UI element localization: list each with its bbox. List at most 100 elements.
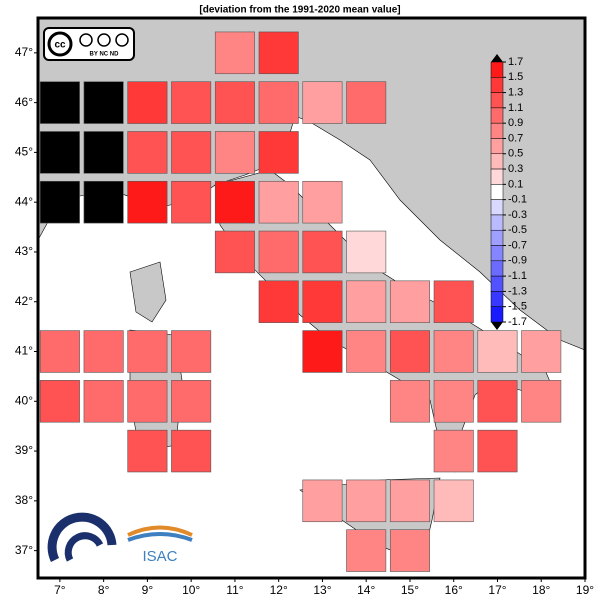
y-tick-label: 37° (15, 543, 33, 557)
frame (36, 16, 587, 580)
anomaly-cell (39, 330, 80, 373)
anomaly-cell (521, 380, 562, 423)
anomaly-cell (346, 280, 387, 323)
cnr-arc (47, 512, 117, 562)
colorbar-swatch (490, 184, 504, 200)
anomaly-cell (346, 81, 387, 124)
anomaly-cell (477, 380, 518, 423)
cc-terms: BY NC ND (90, 52, 120, 58)
anomaly-cell (346, 529, 387, 572)
colorbar-arrow (491, 322, 503, 330)
anomaly-cell (302, 230, 343, 274)
y-tick-label: 38° (15, 493, 33, 507)
colorbar-label: 0.9 (508, 117, 523, 129)
colorbar-swatch (490, 229, 504, 246)
colorbar-swatch (490, 199, 504, 216)
x-tick-label: 14° (357, 583, 375, 597)
cnr-arc (64, 532, 104, 562)
colorbar-label: -0.9 (508, 255, 527, 267)
cc-icon (97, 33, 111, 47)
colorbar-swatch (490, 245, 504, 262)
nodata-cell (83, 131, 124, 174)
colorbar-swatch (490, 92, 504, 109)
anomaly-cell (477, 330, 518, 373)
anomaly-cell (389, 479, 430, 523)
anomaly-cell (127, 380, 168, 423)
anomaly-cell (258, 230, 299, 274)
colorbar-label: 0.7 (508, 132, 523, 144)
colorbar-label: 0.1 (508, 178, 523, 190)
cc-icon (79, 33, 93, 47)
cc-logo: cc BY NC ND (43, 27, 135, 61)
anomaly-cell (127, 131, 168, 174)
anomaly-cell (214, 131, 255, 174)
colorbar-label: -0.1 (508, 194, 527, 206)
anomaly-cell (433, 479, 474, 523)
anomaly-cell (171, 180, 212, 224)
colorbar-swatch (490, 153, 504, 170)
y-tick-label: 41° (15, 344, 33, 358)
anomaly-cell (171, 131, 212, 174)
x-tick-label: 11° (226, 583, 243, 597)
colorbar-swatch (490, 77, 504, 93)
colorbar-swatch (490, 275, 504, 292)
title: [deviation from the 1991-2020 mean value… (199, 5, 400, 16)
anomaly-cell (171, 380, 212, 423)
x-tick-label: 19° (576, 583, 594, 597)
anomaly-cell (302, 180, 343, 224)
anomaly-cell (171, 429, 212, 473)
colorbar-label: -1.7 (508, 316, 527, 328)
anomaly-cell (127, 330, 168, 373)
anomaly-cell (389, 529, 430, 572)
colorbar-label: 0.5 (508, 148, 523, 160)
colorbar-swatch (490, 61, 504, 78)
anomaly-cell (214, 230, 255, 274)
colorbar-label: 1.3 (508, 86, 523, 98)
anomaly-cell (346, 330, 387, 373)
colorbar-swatch (490, 306, 504, 323)
y-tick-label: 45° (15, 145, 33, 159)
anomaly-cell (433, 330, 474, 373)
anomaly-cell (433, 280, 474, 323)
x-tick-label: 8° (98, 583, 110, 597)
anomaly-cell (477, 429, 518, 473)
anomaly-cell (302, 330, 343, 373)
anomaly-cell (83, 380, 124, 423)
anomaly-cell (389, 330, 430, 373)
y-tick-label: 43° (15, 244, 33, 258)
colorbar-swatch (490, 107, 504, 124)
y-tick-label: 40° (15, 393, 33, 407)
colorbar-label: -1.1 (508, 270, 527, 282)
anomaly-cell (171, 330, 212, 373)
colorbar-swatch (490, 138, 504, 155)
anomaly-cell (127, 429, 168, 473)
anomaly-cell (521, 330, 562, 373)
x-tick-label: 18° (532, 583, 550, 597)
y-tick-label: 47° (15, 45, 33, 59)
anomaly-cell (389, 380, 430, 423)
x-tick-label: 7° (54, 583, 66, 597)
x-tick-label: 9° (142, 583, 154, 597)
colorbar-label: -1.3 (508, 285, 527, 297)
nodata-cell (39, 81, 80, 124)
cells (39, 31, 562, 572)
colorbar-arrow (491, 54, 503, 62)
anomaly-cell (302, 479, 343, 523)
anomaly-cell (389, 280, 430, 323)
anomaly-cell (433, 380, 474, 423)
anomaly-cell (127, 180, 168, 224)
anomaly-cell (39, 380, 80, 423)
anomaly-cell (346, 479, 387, 523)
x-tick-label: 13° (313, 583, 331, 597)
colorbar-label: 1.1 (508, 102, 523, 114)
nodata-cell (39, 180, 80, 224)
anomaly-cell (214, 31, 255, 75)
colorbar-swatch (490, 260, 504, 277)
x-tick-label: 17° (488, 583, 506, 597)
anomaly-cell (171, 81, 212, 124)
y-tick-label: 42° (15, 294, 33, 308)
x-tick-label: 16° (445, 583, 463, 597)
nodata-cell (83, 180, 124, 224)
anomaly-cell (258, 131, 299, 174)
